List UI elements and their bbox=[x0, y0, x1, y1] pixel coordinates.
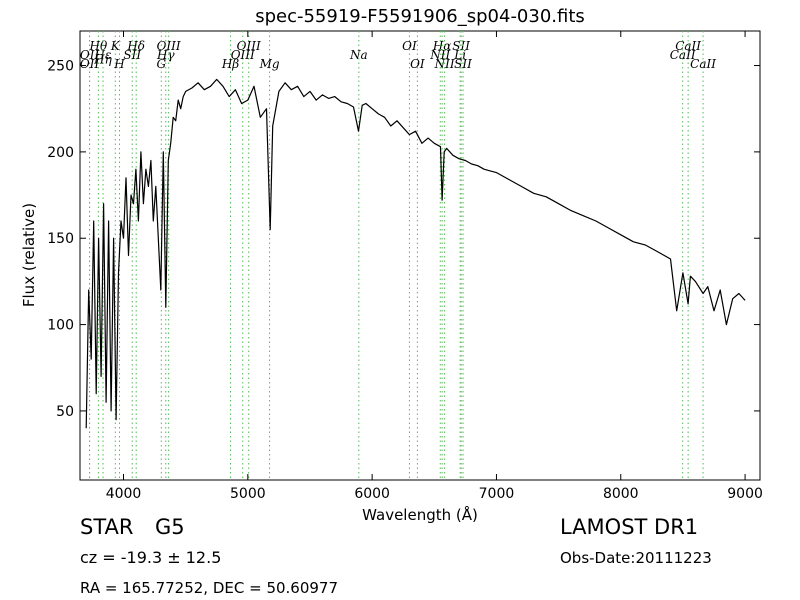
line-label-bot_row-0: Hη bbox=[93, 53, 112, 67]
observation-date: Obs-Date:20111223 bbox=[560, 549, 712, 567]
line-label-top_row-5: OI bbox=[402, 39, 417, 53]
line-label-mid_row-4: OIII bbox=[231, 48, 255, 62]
line-label-top_row-1: K bbox=[110, 39, 121, 53]
line-label-top_row-2: Hδ bbox=[126, 39, 145, 53]
x-tick-label-5: 9000 bbox=[727, 486, 763, 502]
x-axis-ticks: 4000 5000 6000 7000 8000 9000 bbox=[106, 31, 763, 502]
line-label-bot_row-1: OII bbox=[80, 57, 100, 71]
x-tick-label-0: 4000 bbox=[106, 486, 142, 502]
flux-line-0 bbox=[85, 78, 746, 429]
x-axis-label: Wavelength (Å) bbox=[362, 505, 478, 524]
line-label-bot_row-7: NII bbox=[434, 57, 455, 71]
survey-name: LAMOST DR1 bbox=[560, 515, 699, 539]
line-label-bot_row-9: CaII bbox=[690, 57, 716, 71]
y-tick-label-1: 100 bbox=[47, 318, 74, 334]
object-class: STAR bbox=[80, 515, 134, 539]
y-tick-label-4: 250 bbox=[47, 59, 74, 75]
redshift-value: cz = -19.3 ± 12.5 bbox=[80, 548, 222, 567]
y-axis-label: Flux (relative) bbox=[20, 203, 38, 307]
object-subclass: G5 bbox=[155, 515, 185, 539]
chart-title: spec-55919-F5591906_sp04-030.fits bbox=[255, 6, 585, 27]
line-label-bot_row-3: G bbox=[157, 57, 167, 71]
flux-series bbox=[85, 78, 746, 429]
line-label-mid_row-2: SII bbox=[123, 48, 141, 62]
plot-area-frame bbox=[79, 30, 761, 481]
line-label-bot_row-6: OI bbox=[410, 57, 425, 71]
y-axis-ticks: 50 100 150 200 250 bbox=[47, 59, 760, 420]
y-tick-label-0: 50 bbox=[56, 404, 74, 420]
line-label-bot_row-4: Hβ bbox=[221, 57, 239, 71]
line-label-bot_row-5: Mg bbox=[259, 57, 280, 71]
line-label-top_row-8: CaII bbox=[675, 39, 701, 53]
line-label-bot_row-2: H bbox=[113, 57, 125, 71]
line-label-top_row-7: SII bbox=[452, 39, 470, 53]
coordinates: RA = 165.77252, DEC = 50.60977 bbox=[80, 579, 339, 597]
x-tick-label-3: 7000 bbox=[479, 486, 515, 502]
line-label-top_row-6: Hα bbox=[432, 39, 452, 53]
x-tick-label-4: 8000 bbox=[603, 486, 639, 502]
x-tick-label-1: 5000 bbox=[230, 486, 266, 502]
line-label-mid_row-5: Na bbox=[349, 48, 368, 62]
line-label-mid_row-6: NII bbox=[429, 48, 450, 62]
line-label-mid_row-8: CaII bbox=[670, 48, 696, 62]
x-tick-label-2: 6000 bbox=[354, 486, 390, 502]
line-label-bot_row-8: SII bbox=[454, 57, 472, 71]
y-tick-label-3: 200 bbox=[47, 145, 74, 161]
y-tick-label-2: 150 bbox=[47, 231, 74, 247]
line-label-top_row-3: OIII bbox=[157, 39, 181, 53]
